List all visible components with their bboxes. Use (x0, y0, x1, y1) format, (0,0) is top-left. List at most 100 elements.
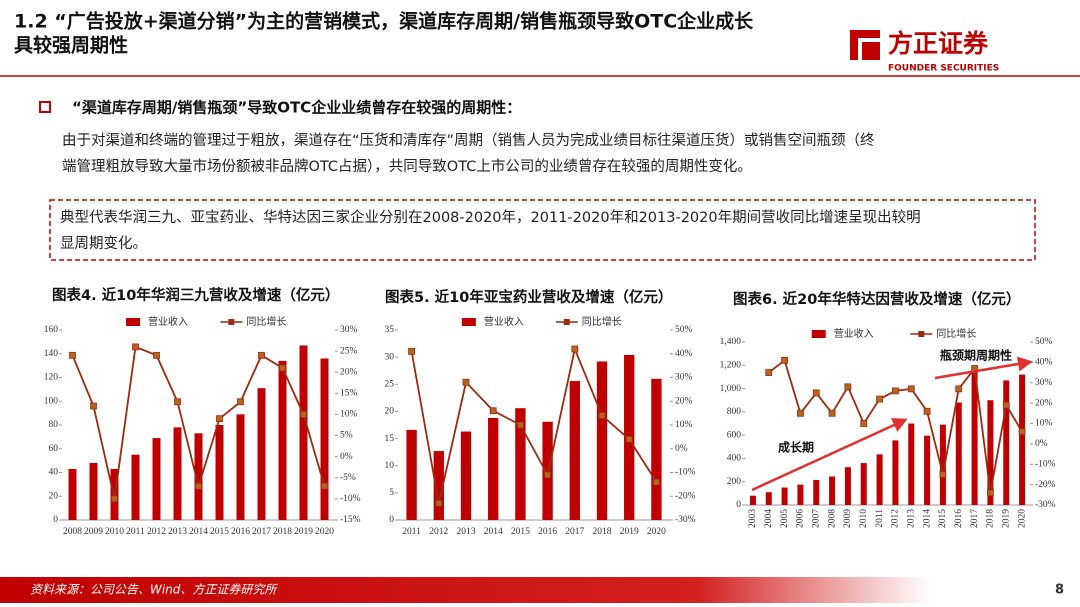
growth-point (987, 489, 994, 497)
bar (236, 414, 245, 520)
y-tick-label: 80 (49, 420, 59, 430)
page-number: 8 (1055, 583, 1064, 598)
x-tick-label: 2013 (457, 527, 476, 537)
growth-point (195, 482, 202, 490)
x-tick-label: 2013 (906, 509, 916, 528)
bar (892, 440, 899, 505)
x-tick-label: 2018 (986, 509, 996, 528)
growth-point (923, 407, 931, 415)
growth-point (598, 412, 606, 419)
growth-point (90, 402, 97, 410)
title-line: 具较强周期性 (14, 34, 128, 57)
x-tick-label: 2020 (315, 527, 334, 537)
callout-box (49, 199, 1036, 261)
y-tick-label: -10% (1035, 459, 1056, 469)
bar (488, 417, 499, 520)
logo-subtitle: FOUNDER SECURITIES (888, 64, 999, 74)
bullet-icon (39, 101, 51, 113)
bar (515, 408, 526, 520)
x-tick-label: 2005 (780, 509, 790, 528)
x-tick-label: 2018 (593, 527, 612, 537)
bar (829, 476, 836, 505)
growth-point (876, 395, 883, 403)
x-tick-label: 2008 (63, 527, 82, 537)
growth-point (462, 378, 470, 386)
y-tick-label: -5% (340, 473, 356, 483)
y-tick-label: 20% (1035, 398, 1053, 408)
chart-title: 图表4. 近10年华润三九营收及增速（亿元） (52, 286, 339, 304)
bar (876, 454, 883, 505)
bar (844, 467, 851, 505)
bar (257, 388, 266, 520)
bar (939, 424, 946, 505)
bar (89, 463, 98, 520)
y-tick-label: -30% (1035, 500, 1056, 510)
legend-marker (563, 319, 570, 325)
bar (596, 361, 608, 520)
y-tick-label: 0 (736, 500, 741, 510)
y-tick-label: 140 (44, 349, 59, 359)
y-tick-label: 0% (340, 452, 353, 462)
y-tick-label: 10% (1035, 419, 1053, 429)
logo-icon (850, 30, 880, 60)
legend-label: 同比增长 (936, 327, 976, 340)
y-tick-label: 10% (340, 410, 358, 420)
bar (908, 423, 915, 505)
growth-point (408, 347, 416, 355)
y-tick-label: -15% (340, 515, 361, 525)
title-line: 1.2 “广告投放+渠道分销”为主的营销模式，渠道库存周期/销售瓶颈导致OTC企… (14, 10, 754, 33)
bar (215, 425, 224, 520)
annotation: 成长期 (778, 440, 814, 455)
x-tick-label: 2009 (84, 527, 103, 537)
bar (1019, 374, 1026, 505)
growth-point (69, 351, 76, 359)
callout-line: 显周期变化。 (60, 235, 147, 252)
y-tick-label: 10% (675, 420, 693, 430)
paragraph-line: 由于对渠道和终端的管理过于粗放，渠道存在“压货和清库存”周期（销售人员为完成业绩… (62, 132, 875, 149)
y-tick-label: -30% (675, 515, 696, 525)
y-tick-label: -20% (675, 491, 696, 501)
legend-swatch (811, 330, 826, 338)
growth-point (844, 383, 852, 391)
bar (813, 479, 820, 505)
bar (194, 433, 203, 520)
legend-label: 营业收入 (834, 327, 874, 340)
bar (320, 358, 329, 520)
growth-point (517, 421, 524, 429)
bar (68, 468, 77, 520)
growth-point (653, 478, 660, 486)
legend-swatch (126, 318, 141, 326)
y-tick-label: 0% (1035, 439, 1048, 449)
footer-bar (0, 577, 930, 603)
x-tick-label: 2019 (1001, 509, 1011, 528)
growth-point (892, 387, 899, 395)
x-tick-label: 2003 (748, 509, 758, 528)
x-tick-label: 2010 (859, 509, 869, 528)
growth-point (153, 351, 160, 359)
bar (131, 454, 140, 520)
bar (924, 435, 931, 505)
growth-point (300, 411, 307, 418)
bar (460, 431, 472, 520)
y-tick-label: 1,400 (720, 337, 742, 347)
y-tick-label: 1,200 (720, 360, 742, 370)
y-tick-label: 30% (1035, 378, 1053, 388)
growth-point (174, 398, 181, 406)
x-tick-label: 2019 (294, 527, 313, 537)
x-tick-label: 2015 (511, 527, 530, 537)
y-tick-label: 100 (44, 396, 59, 406)
growth-point (258, 351, 265, 359)
y-tick-label: 200 (727, 477, 742, 487)
annotation: 瓶颈期周期性 (940, 348, 1012, 363)
legend-label: 同比增长 (582, 315, 622, 328)
x-tick-label: 2012 (891, 509, 901, 528)
growth-point (111, 495, 118, 503)
y-tick-label: 15% (340, 389, 358, 399)
y-tick-label: 30% (340, 325, 358, 335)
growth-point (571, 345, 579, 353)
x-tick-label: 2012 (429, 527, 448, 537)
growth-point (625, 435, 633, 443)
growth-point (279, 364, 286, 372)
growth-line (410, 345, 658, 504)
